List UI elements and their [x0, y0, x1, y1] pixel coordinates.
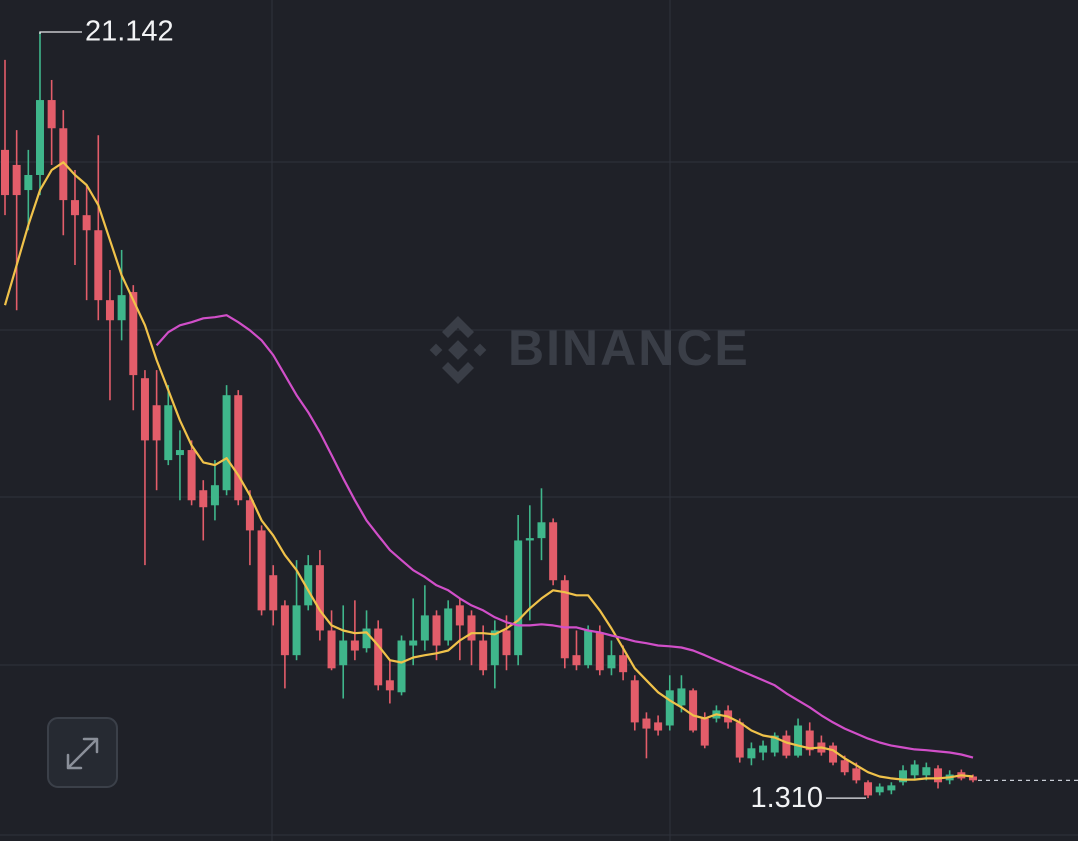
candle-body [759, 745, 768, 753]
candle-body [280, 605, 289, 656]
candle-body [467, 615, 476, 641]
candle-body [257, 530, 266, 611]
candle-body [969, 776, 977, 781]
candle-body [269, 575, 278, 611]
candle-body [619, 655, 628, 673]
candle-body [327, 630, 336, 669]
moving-average-line [3, 161, 974, 781]
candle-body [35, 100, 44, 175]
candle-body [234, 395, 243, 501]
watermark: BINANCE [429, 316, 750, 384]
candle-body [350, 640, 359, 651]
candle-body [187, 450, 196, 501]
candle-body [245, 500, 254, 531]
candle-body [794, 725, 803, 756]
candle-body [887, 785, 896, 791]
candle-body [899, 770, 908, 783]
candle-body [129, 292, 138, 376]
candle-body [490, 630, 499, 666]
candle-body [910, 764, 919, 776]
candle-body [210, 485, 219, 506]
candle-body [140, 378, 149, 441]
candle-body [292, 605, 301, 656]
candle-body [549, 522, 558, 581]
candle-body [502, 630, 511, 656]
candle-body [397, 640, 406, 693]
candle-body [642, 718, 651, 729]
candle-body [222, 395, 231, 491]
candle-body [175, 450, 184, 456]
candle-body [105, 300, 114, 321]
candle-body [677, 688, 686, 706]
candle-body [315, 565, 324, 631]
watermark-logo [429, 316, 487, 384]
expand-icon[interactable] [66, 737, 99, 770]
candle-body [747, 748, 756, 759]
candle-body [735, 722, 744, 758]
candle-body [840, 760, 849, 773]
candle-body [630, 680, 639, 723]
candle-body [595, 632, 604, 671]
candle-body [700, 718, 709, 746]
candle-body [24, 174, 33, 191]
watermark-text: BINANCE [508, 320, 750, 376]
candle-body [152, 405, 161, 441]
candle-body [782, 735, 791, 756]
candle-body [455, 605, 464, 626]
candle-body [444, 608, 453, 641]
expand-button[interactable] [47, 717, 118, 788]
candle-body [420, 615, 429, 641]
candle-body [362, 628, 371, 649]
candle-body [409, 640, 418, 646]
candle-body [479, 640, 488, 671]
candle-body [514, 540, 523, 656]
candle-body [665, 690, 674, 726]
candle-body [1, 149, 9, 196]
candle-body [304, 565, 313, 606]
candle-body [829, 745, 838, 763]
candle-body [374, 628, 383, 686]
candle-body [70, 200, 79, 216]
candle-body [47, 100, 56, 129]
candle-body [922, 767, 931, 776]
candle-body [385, 680, 394, 691]
candle-body [560, 580, 569, 659]
candle-body [875, 786, 884, 793]
annotation-line [39, 31, 82, 34]
candle-body [654, 722, 663, 731]
candle-body [525, 538, 534, 541]
candle-body [199, 490, 208, 508]
candle-body [607, 655, 616, 669]
candle-body [805, 730, 814, 751]
candle-body [689, 690, 698, 731]
candle-body [117, 295, 126, 321]
candle-body [12, 164, 21, 196]
candle-body [572, 655, 581, 666]
candle-body [537, 522, 546, 539]
candle-body [934, 768, 943, 783]
candle-body [94, 230, 103, 301]
candle-body [770, 735, 779, 753]
moving-average-line [155, 314, 974, 759]
candle-body [864, 782, 873, 796]
candle-body [432, 615, 441, 646]
plot: 21.142 1.310 [1, 16, 1078, 814]
candle-body [164, 405, 173, 461]
candle-body [82, 215, 91, 231]
candle-body [584, 630, 593, 666]
candle-body [59, 128, 68, 201]
annotation-label: 1.310 [750, 782, 823, 814]
annotation-label: 21.142 [85, 16, 174, 48]
candle-body [339, 640, 348, 666]
candle-body [852, 768, 861, 781]
